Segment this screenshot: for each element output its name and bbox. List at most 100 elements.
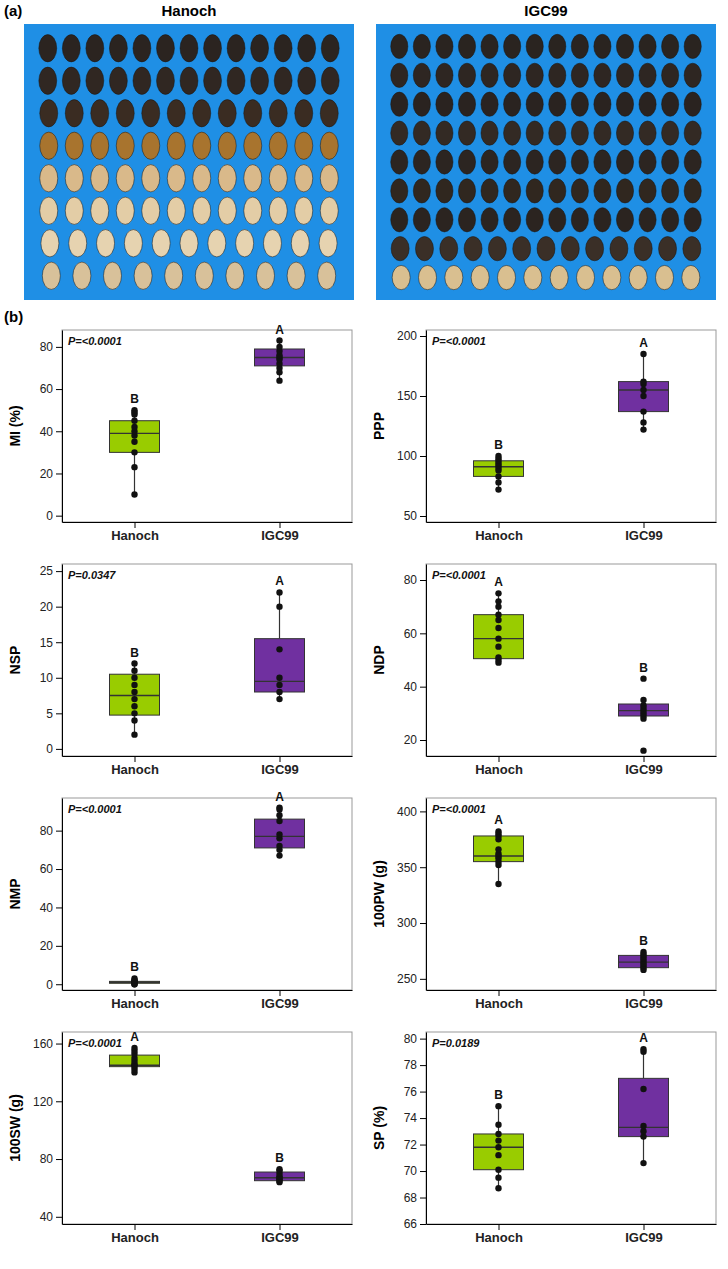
y-tick: 40 [40,425,62,439]
peanut [458,34,475,58]
box [110,421,160,453]
peanut [526,34,543,58]
peanut [321,67,339,94]
peanut [180,35,198,62]
y-tick-label: 80 [404,573,418,587]
peanut [193,132,211,159]
peanut [244,165,262,192]
y-tick: 80 [40,1152,62,1166]
x-tick-mark [499,522,500,528]
x-tick-label: IGC99 [625,1230,663,1245]
x-tick: Hanoch [475,522,523,543]
y-tick-mark [420,516,426,517]
y-tick-mark [56,831,62,832]
y-tick-label: 15 [40,636,54,650]
peanut [157,67,175,94]
peanut [39,67,57,94]
y-axis-title: SP (%) [371,1106,387,1150]
peanut [662,34,679,58]
peanut [91,165,109,192]
peanut [571,208,588,232]
y-tick: 350 [397,861,426,875]
y-axis-line [426,565,427,757]
x-tick: IGC99 [625,1224,663,1245]
point [495,1137,501,1143]
point [495,1144,501,1150]
y-tick-label: 80 [404,1032,418,1046]
photo-title: IGC99 [524,2,567,19]
peanut [436,63,453,87]
peanut [639,208,656,232]
peanut [321,35,339,62]
y-tick: 50 [404,509,426,523]
y-tick: 10 [40,671,62,685]
point [495,654,501,660]
peanut [86,67,104,94]
photo-title: Hanoch [161,2,216,19]
peanut [504,179,521,203]
peanut [616,92,633,116]
x-axis: HanochIGC99 [63,522,353,543]
y-tick-label: 25 [40,564,54,578]
peanut [41,230,59,257]
peanut [458,63,475,87]
peanut [295,100,313,127]
peanut [142,132,160,159]
panel-label: (a) [4,2,22,19]
peanut [537,237,555,261]
point [495,611,501,617]
peanut [257,262,275,289]
x-tick: IGC99 [625,990,663,1011]
y-axis: 20406080 [404,565,427,757]
y-tick: 0 [46,742,62,756]
peanut [639,179,656,203]
y-axis: 50100150200 [397,329,427,523]
group-letter: A [275,790,284,804]
peanut [413,150,430,174]
y-tick-label: 80 [40,340,54,354]
x-tick: Hanoch [475,756,523,777]
x-tick-label: IGC99 [625,528,663,543]
peanut [142,197,160,224]
point [131,731,137,737]
peanut [263,230,281,257]
peanut [436,121,453,145]
y-tick: 80 [40,824,62,838]
peanut [586,237,604,261]
peanut [682,265,700,289]
point [495,1167,501,1173]
y-tick-label: 160 [33,1037,53,1051]
peanut [684,63,701,87]
peanut [116,132,134,159]
peanut [616,121,633,145]
point [640,949,646,955]
box [619,1078,669,1136]
x-tick: IGC99 [625,756,663,777]
peanut [571,63,588,87]
point [276,682,282,688]
plot-frame [62,798,352,990]
y-axis-line [62,331,63,523]
y-tick: 250 [397,972,426,986]
point [276,804,282,810]
y-tick: 60 [40,862,62,876]
box [619,382,669,412]
peanut [639,34,656,58]
point [495,479,501,485]
y-tick: 20 [404,733,426,747]
peanut [109,67,127,94]
y-tick-mark [420,1065,426,1066]
peanut [91,132,109,159]
x-tick: IGC99 [261,990,299,1011]
x-axis-line [63,756,353,757]
photo-background [376,24,716,300]
peanut [524,265,542,289]
y-axis-line [426,1033,427,1225]
peanut [320,165,338,192]
peanut [481,34,498,58]
peanut [616,208,633,232]
box-chart: 4080120160HanochIGC99ABP=<0.0001 [33,1030,353,1245]
peanut [116,100,134,127]
peanut [458,92,475,116]
peanut [65,100,83,127]
